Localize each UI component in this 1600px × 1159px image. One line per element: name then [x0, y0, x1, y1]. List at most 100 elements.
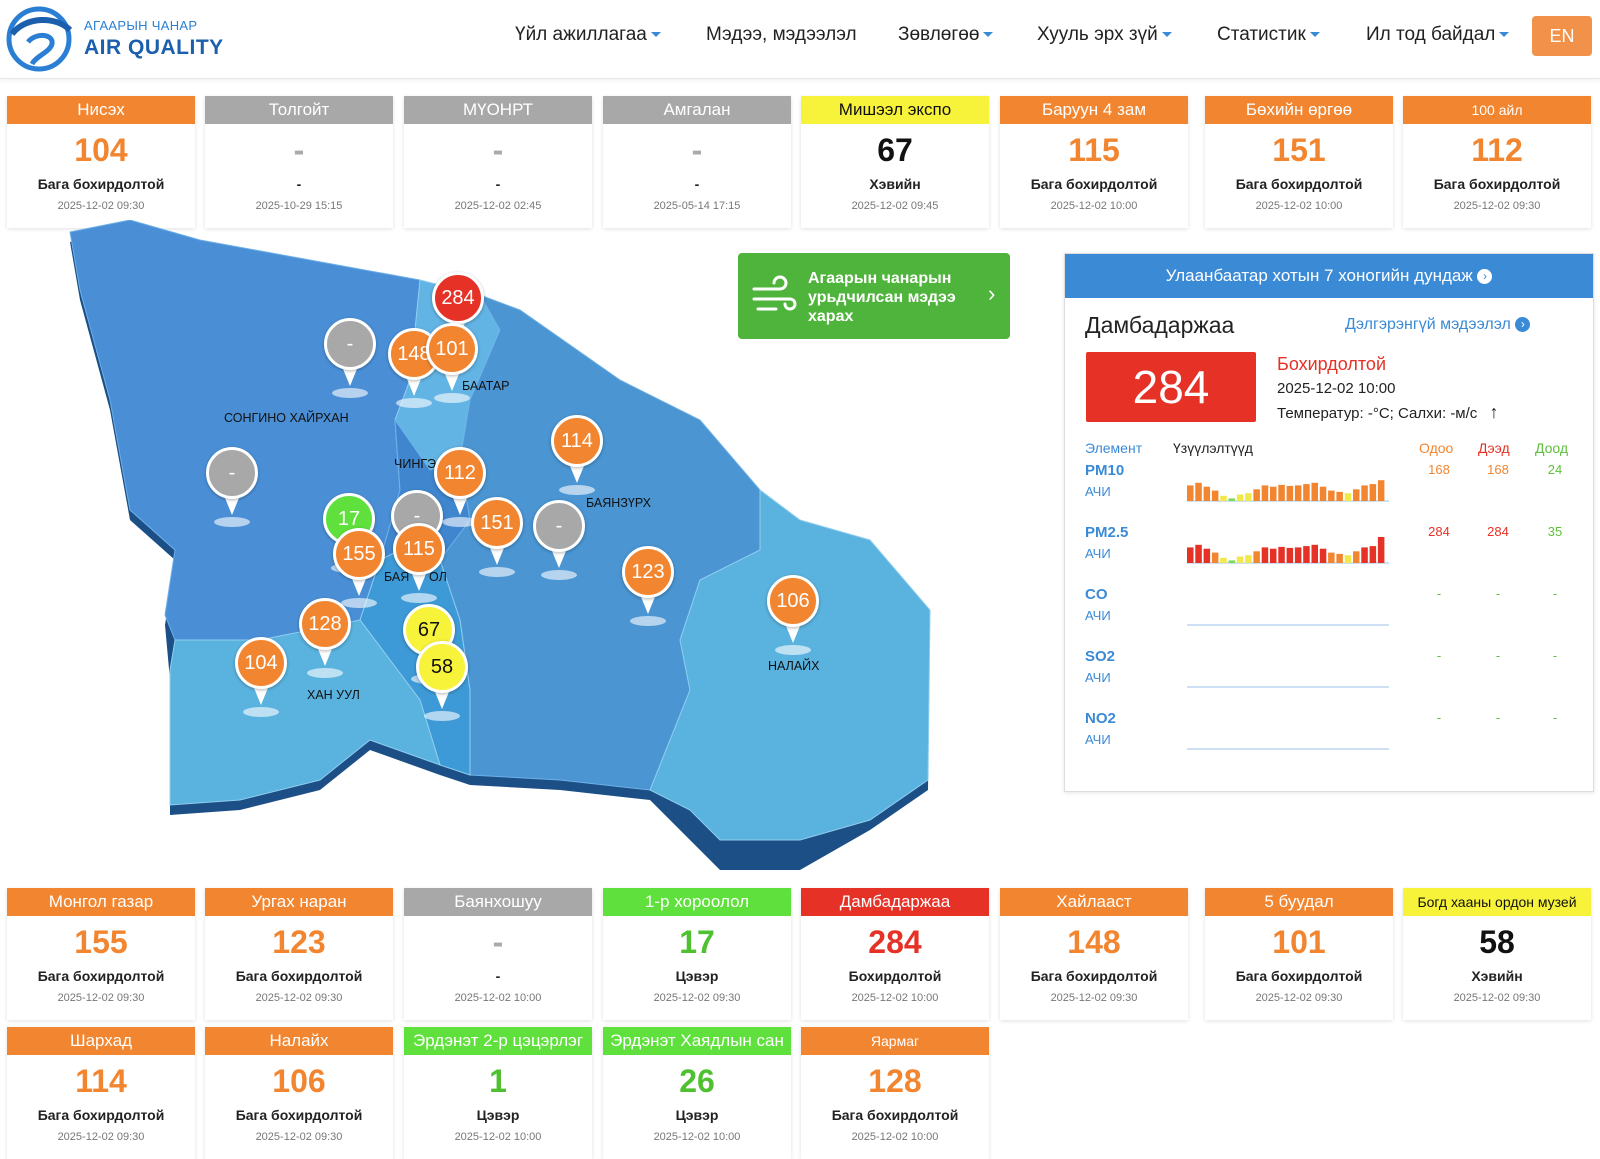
pin-shadow	[442, 517, 478, 527]
station-aqi: 58	[1479, 924, 1515, 960]
station-time: 2025-12-02 10:00	[851, 1131, 939, 1143]
spark-bar	[1278, 484, 1285, 501]
nav-news-label: Мэдээ, мэдээлэл	[706, 24, 857, 45]
map-pin[interactable]: 104	[235, 637, 287, 717]
pin-shadow	[541, 570, 577, 580]
station-card[interactable]: 5 буудал 101 Бага бохирдолтой 2025-12-02 09…	[1205, 888, 1393, 1020]
station-aqi: -	[492, 132, 504, 168]
pin-value: 123	[622, 546, 674, 598]
spark-bar	[1377, 537, 1385, 563]
station-card[interactable]: Нисэх 104 Бага бохирдолтой 2025-12-02 09:30	[7, 96, 195, 228]
more-info-link[interactable]: Дэлгэрэнгүй мэдээлэл ›	[1345, 316, 1531, 334]
station-card[interactable]: Баянхошуу - - 2025-12-02 10:00	[404, 888, 592, 1020]
station-status: Бага бохирдолтой	[235, 1107, 363, 1123]
spark-bar	[1203, 548, 1211, 563]
pin-shadow	[559, 485, 595, 495]
station-card[interactable]: Монгол газар 155 Бага бохирдолтой 2025-12-0…	[7, 888, 195, 1020]
nav-activities[interactable]: Үйл ажиллагаа	[515, 24, 661, 46]
map-pin[interactable]: 112	[434, 447, 486, 527]
nav-activities-label: Үйл ажиллагаа	[515, 24, 647, 45]
chevron-down-icon	[650, 32, 661, 38]
station-card[interactable]: Баруун 4 зам 115 Бага бохирдолтой 2025-12-0…	[1000, 96, 1188, 228]
station-card[interactable]: Эрдэнэт 2-р цэцэрлэг 1 Цэвэр 2025-12-02 10:…	[404, 1027, 592, 1159]
element-high: -	[1495, 586, 1501, 601]
station-card[interactable]: Яармаг 128 Бага бохирдолтой 2025-12-02 10:0…	[801, 1027, 989, 1159]
station-card[interactable]: Бөхийн өргөө 151 Бага бохирдолтой 2025-12-0…	[1205, 96, 1393, 228]
station-card[interactable]: 1-р хороолол 17 Цэвэр 2025-12-02 09:30	[603, 888, 791, 1020]
circle-arrow-right-icon: ›	[1515, 317, 1531, 333]
spark-bar	[1319, 548, 1327, 563]
map-pin[interactable]: -	[324, 318, 376, 398]
spark-bar	[1236, 556, 1244, 563]
nav-statistics[interactable]: Статистик	[1217, 24, 1320, 46]
station-card[interactable]: Дамбадаржаа 284 Бохирдолтой 2025-12-02 10:0…	[801, 888, 989, 1020]
forecast-button[interactable]: Агаарын чанарын урьдчилсан мэдээ харах ›	[738, 253, 1010, 339]
station-card[interactable]: МҮОНРТ - - 2025-12-02 02:45	[404, 96, 592, 228]
station-card[interactable]: Толгойт - - 2025-10-29 15:15	[205, 96, 393, 228]
nav-law[interactable]: Хууль эрх зүй	[1037, 24, 1172, 46]
station-card[interactable]: Хайлааст 148 Бага бохирдолтой 2025-12-02 09…	[1000, 888, 1188, 1020]
nav-advice[interactable]: Зөвлөгөө	[898, 24, 994, 46]
nav-news[interactable]: Мэдээ, мэдээлэл	[706, 24, 857, 46]
map-pin[interactable]: -	[533, 500, 585, 580]
station-card[interactable]: Налайх 106 Бага бохирдолтой 2025-12-02 09:3…	[205, 1027, 393, 1159]
nav-transparency[interactable]: Ил тод байдал	[1366, 24, 1510, 46]
station-card[interactable]: Богд хааны ордон музей 58 Хэвийн 2025-12-02…	[1403, 888, 1591, 1020]
element-name[interactable]: SO2	[1085, 648, 1116, 665]
map-pin[interactable]: 128	[299, 598, 351, 678]
map-pin[interactable]: 284	[432, 272, 484, 352]
spark-bar	[1286, 547, 1294, 563]
element-high: 168	[1487, 462, 1509, 477]
language-button[interactable]: EN	[1532, 16, 1592, 56]
element-unit: АЧИ	[1085, 484, 1111, 499]
station-card[interactable]: Шархад 114 Бага бохирдолтой 2025-12-02 09:3…	[7, 1027, 195, 1159]
spark-bar	[1270, 486, 1277, 501]
element-unit: АЧИ	[1085, 546, 1111, 561]
map-pin[interactable]: -	[206, 447, 258, 527]
spark-bar	[1187, 485, 1194, 501]
map-pin[interactable]: 123	[622, 546, 674, 626]
map-pin[interactable]: 58	[416, 641, 468, 721]
district-nalaikh[interactable]	[649, 489, 931, 841]
station-card[interactable]: Мишээл экспо 67 Хэвийн 2025-12-02 09:45	[801, 96, 989, 228]
nav-transparency-label: Ил тод байдал	[1366, 24, 1496, 45]
element-low: -	[1552, 648, 1558, 663]
panel-header[interactable]: Улаанбаатар хотын 7 хоногийн дундаж ›	[1065, 254, 1593, 298]
station-card[interactable]: 100 айл 112 Бага бохирдолтой 2025-12-02 09:…	[1403, 96, 1591, 228]
station-name: Монгол газар	[7, 888, 195, 916]
element-name[interactable]: CO	[1085, 586, 1108, 603]
station-card[interactable]: Ургах наран 123 Бага бохирдолтой 2025-12-02…	[205, 888, 393, 1020]
wind-icon	[752, 275, 797, 311]
station-name: Дамбадаржаа	[801, 888, 989, 916]
map-pin[interactable]: 101	[426, 323, 478, 403]
station-name: МҮОНРТ	[404, 96, 592, 124]
station-time: 2025-12-02 10:00	[851, 992, 939, 1004]
pin-shadow	[243, 707, 279, 717]
map-pin[interactable]: 151	[471, 497, 523, 577]
aqi-value-badge: 284	[1086, 352, 1256, 422]
element-name[interactable]: PM10	[1085, 462, 1125, 479]
district-label: БААТАР	[462, 379, 510, 393]
map-pin[interactable]: 114	[551, 415, 603, 495]
station-aqi: 106	[272, 1063, 326, 1099]
map-pin[interactable]: 148	[388, 328, 440, 408]
station-aqi: 128	[868, 1063, 922, 1099]
site-logo[interactable]: АГААРЫН ЧАНАР AIR QUALITY	[6, 6, 246, 72]
station-card[interactable]: Амгалан - - 2025-05-14 17:15	[603, 96, 791, 228]
map-pin[interactable]: 115	[393, 523, 445, 603]
element-name[interactable]: NO2	[1085, 710, 1116, 727]
spark-bar	[1369, 546, 1377, 563]
station-aqi: -	[492, 924, 504, 960]
station-card[interactable]: Эрдэнэт Хаядлын сан 26 Цэвэр 2025-12-02 10:…	[603, 1027, 791, 1159]
station-name: Эрдэнэт Хаядлын сан	[603, 1027, 791, 1055]
station-name: Нисэх	[7, 96, 195, 124]
station-name: Баруун 4 зам	[1000, 96, 1188, 124]
map-pin[interactable]: 155	[333, 528, 385, 608]
station-name: Дамбадаржаа	[1085, 312, 1235, 338]
district-label: ХАН УУЛ	[307, 688, 360, 702]
pin-value: 284	[432, 272, 484, 324]
element-name[interactable]: PM2.5	[1085, 524, 1129, 541]
map-pin[interactable]: 106	[767, 575, 819, 655]
chevron-down-icon	[1161, 32, 1172, 38]
station-time: 2025-05-14 17:15	[653, 200, 741, 212]
